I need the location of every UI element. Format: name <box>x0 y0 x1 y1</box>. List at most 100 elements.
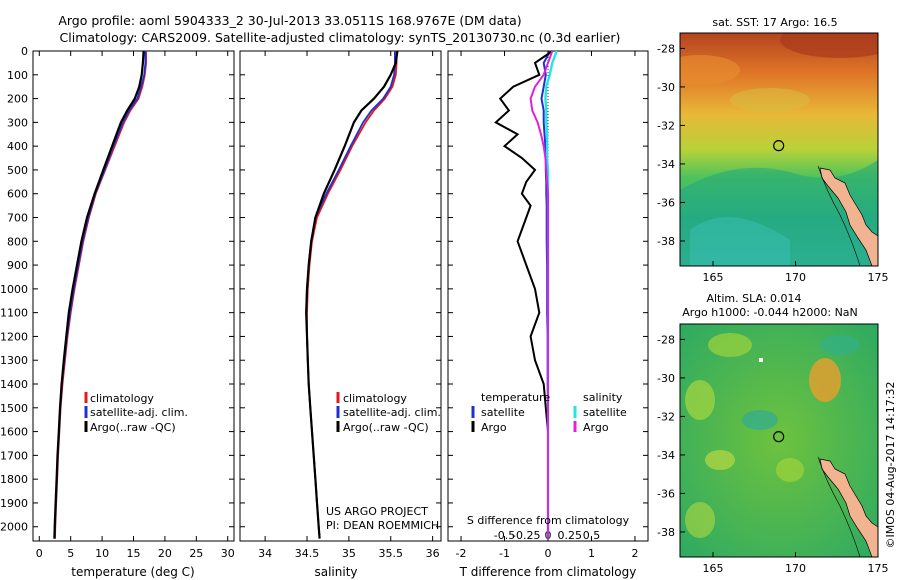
sst-coastline <box>819 167 878 266</box>
map-lat-label: -36 <box>657 487 675 500</box>
title-line2: Climatology: CARS2009. Satellite-adjuste… <box>60 30 621 45</box>
sst-map: sat. SST: 17 Argo: 16.5 165 170 175 -28 -30 -… <box>657 16 889 284</box>
salinity-line-Argo <box>305 50 399 539</box>
depth-tick-label: 900 <box>7 259 28 272</box>
title-line1: Argo profile: aoml 5904333_2 30-Jul-2013… <box>58 13 521 28</box>
difference-panel: -2 -1 0 1 2 -0.5-0.25 0 0.25 0.5 S difference f… <box>447 50 649 579</box>
map-lat-label: -38 <box>657 235 675 248</box>
depth-tick-label: 500 <box>7 164 28 177</box>
depth-ticks: 0 100 200 300 400 500 600 700 800 900 1000 1100 1200… <box>0 45 234 534</box>
sst-argo-marker <box>773 140 785 152</box>
temperature-tick-label: 10 <box>95 547 109 560</box>
t-diff-tick-label: 0 <box>545 547 552 560</box>
sla-map-ticks: 165 170 175 -28 -30 -32 -34 -36 -38 <box>657 333 888 575</box>
map-lon-label: 175 <box>868 271 889 284</box>
t-diff-tick-label: 2 <box>631 547 638 560</box>
map-lat-label: -28 <box>657 42 675 55</box>
temperature-tick-label: 0 <box>36 547 43 560</box>
depth-tick-label: 700 <box>7 212 28 225</box>
t-diff-tick-label: -2 <box>456 547 467 560</box>
map-lon-label: 175 <box>868 562 889 575</box>
legend-t-satellite: satellite <box>481 406 525 419</box>
sla-coastline <box>819 458 878 557</box>
depth-tick-label: 200 <box>7 93 28 106</box>
temperature-xticks: 0 5 10 15 20 25 30 <box>36 51 235 560</box>
salinity-line-climatology <box>306 51 398 539</box>
sal-legend-satellite: satellite-adj. clim. <box>343 406 441 419</box>
legend-temperature-title: temperature <box>481 391 550 404</box>
map-lat-label: -36 <box>657 196 675 209</box>
temperature-tick-label: 5 <box>67 547 74 560</box>
t-diff-tick-label: -1 <box>499 547 510 560</box>
temperature-line-Argo <box>53 50 145 539</box>
legend-argo: Argo(..raw -QC) <box>90 421 176 434</box>
difference-legend: temperature satellite Argo salinity sate… <box>471 391 627 434</box>
sst-map-title: sat. SST: 17 Argo: 16.5 <box>712 16 837 29</box>
map-lat-label: -32 <box>657 410 675 423</box>
legend-t-argo: Argo <box>481 421 507 434</box>
depth-tick-label: 1200 <box>0 330 28 343</box>
depth-tick-label: 1600 <box>0 426 28 439</box>
s-diff-tick-label: 0.25 <box>557 529 582 542</box>
depth-tick-label: 1100 <box>0 307 28 320</box>
salinity-axes-frame <box>239 50 442 542</box>
salinity-xlabel: salinity <box>314 565 357 579</box>
salinity-tick-label: 35 <box>342 547 356 560</box>
depth-tick-label: 1800 <box>0 473 28 486</box>
depth-tick-label: 100 <box>7 69 28 82</box>
side-stamp: ©IMOS 04-Aug-2017 14:17:32 <box>884 382 897 549</box>
depth-tick-label: 0 <box>21 45 28 58</box>
salinity-line-satellite-adj. <box>305 51 396 539</box>
salinity-yticks <box>240 50 441 528</box>
sst-map-frame <box>679 32 879 267</box>
depth-tick-label: 600 <box>7 188 28 201</box>
sla-map: Altim. SLA: 0.014 Argo h1000: -0.044 h20… <box>657 292 888 575</box>
legend-climatology: climatology <box>90 392 154 405</box>
project-note-line1: US ARGO PROJECT <box>326 505 428 518</box>
map-lat-label: -34 <box>657 449 675 462</box>
t-difference-xticks: -2 -1 0 1 2 <box>456 51 638 560</box>
depth-tick-label: 1900 <box>0 497 28 510</box>
s-diff-tick-label: 0.5 <box>583 529 601 542</box>
temperature-legend: climatology satellite-adj. clim. Argo(..… <box>84 392 188 434</box>
map-lat-label: -34 <box>657 158 675 171</box>
temperature-xlabel: temperature (deg C) <box>71 565 194 579</box>
salinity-tick-label: 35.5 <box>379 547 404 560</box>
temperature-panel: 0100200300400500600700800900100011001200… <box>0 45 235 579</box>
salinity-tick-label: 36 <box>426 547 440 560</box>
temperature-line-climatology <box>54 51 148 539</box>
temperature-tick-label: 25 <box>189 547 203 560</box>
temperature-tick-label: 30 <box>221 547 235 560</box>
s-diff-tick-label: -0.5 <box>494 529 515 542</box>
legend-salinity-title: salinity <box>583 391 623 404</box>
salinity-tick-label: 34.5 <box>295 547 320 560</box>
salinity-tick-label: 34 <box>258 547 272 560</box>
map-lat-label: -28 <box>657 333 675 346</box>
depth-tick-label: 800 <box>7 235 28 248</box>
sal-legend-argo: Argo(..raw -QC) <box>343 421 429 434</box>
depth-tick-label: 1300 <box>0 354 28 367</box>
depth-tick-label: 1700 <box>0 449 28 462</box>
temperature-series <box>53 50 148 539</box>
map-lon-label: 170 <box>785 271 806 284</box>
sla-map-title-1: Altim. SLA: 0.014 <box>706 292 801 305</box>
s-diff-label: S difference from climatology <box>467 514 630 527</box>
map-lon-label: 165 <box>703 271 724 284</box>
salinity-panel: 34 34.5 35 35.5 36 salinity climatology sate… <box>239 50 442 579</box>
difference-yticks <box>448 50 648 528</box>
sla-map-title-2: Argo h1000: -0.044 h2000: NaN <box>682 306 858 319</box>
depth-tick-label: 1000 <box>0 283 28 296</box>
project-note-line2: PI: DEAN ROEMMICH <box>326 519 439 532</box>
temperature-tick-label: 15 <box>127 547 141 560</box>
map-lat-label: -38 <box>657 526 675 539</box>
map-lat-label: -30 <box>657 81 675 94</box>
salinity-series <box>305 50 399 539</box>
difference-series <box>494 50 558 539</box>
map-lat-label: -32 <box>657 119 675 132</box>
t-diff-tick-label: 1 <box>588 547 595 560</box>
s-diff-tick-label: -0.25 <box>512 529 540 542</box>
depth-tick-label: 1400 <box>0 378 28 391</box>
s-difference-xticks: -0.5-0.25 0 0.25 0.5 <box>494 529 600 542</box>
temperature-tick-label: 20 <box>158 547 172 560</box>
salinity-xticks: 34 34.5 35 35.5 36 <box>258 51 440 560</box>
